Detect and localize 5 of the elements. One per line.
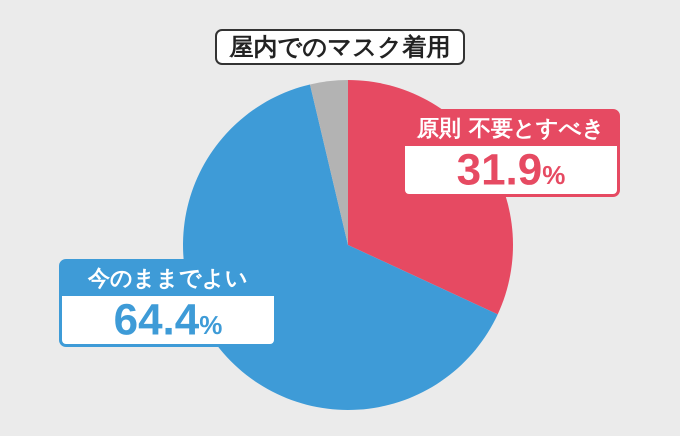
chart-title: 屋内でのマスク着用 <box>228 33 450 61</box>
slice-label: 原則 不要とすべき <box>416 116 605 142</box>
data-label: 31.9% <box>456 146 566 194</box>
data-label: 64.4% <box>114 296 222 344</box>
slice-label: 今のままでよい <box>87 266 248 292</box>
